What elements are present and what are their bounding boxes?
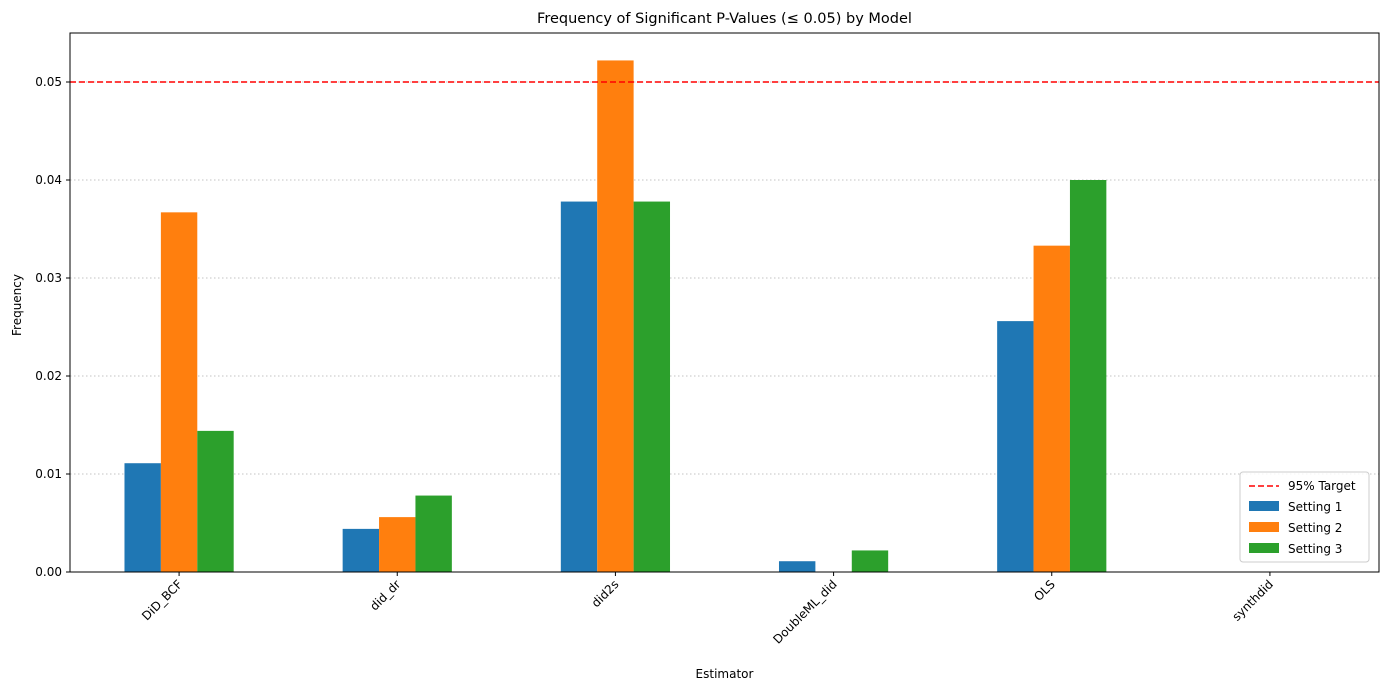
bar	[778, 561, 816, 572]
y-tick-label: 0.00	[35, 565, 62, 579]
legend-swatch	[1249, 543, 1279, 553]
plot-frame	[69, 32, 1380, 573]
legend-box	[1239, 471, 1370, 563]
legend-swatch	[1249, 501, 1279, 511]
x-tick-label: OLS	[1031, 577, 1058, 604]
bar	[124, 463, 161, 572]
bars	[124, 60, 1107, 572]
chart-title: Frequency of Significant P-Values (≤ 0.0…	[537, 11, 912, 27]
y-axis: 0.00 0.01 0.02 0.03 0.04 0.05	[35, 75, 70, 579]
y-tick-label: 0.04	[35, 173, 62, 187]
bar	[1033, 245, 1070, 572]
legend: 95% Target Setting 1 Setting 2 Setting 3	[1239, 471, 1370, 563]
bar	[597, 60, 634, 572]
bar	[415, 495, 452, 572]
y-tick-label: 0.03	[35, 271, 62, 285]
bar	[997, 321, 1034, 572]
x-tick-label: did_dr	[367, 577, 403, 613]
x-tick-label: synthdid	[1229, 577, 1276, 624]
bar	[197, 430, 234, 572]
gridlines	[70, 81, 1379, 475]
legend-label: Setting 2	[1288, 521, 1342, 535]
y-tick-label: 0.02	[35, 369, 62, 383]
bar	[1069, 180, 1107, 572]
y-tick-label: 0.05	[35, 75, 62, 89]
y-axis-label: Frequency	[10, 274, 24, 336]
legend-label: Setting 3	[1288, 542, 1342, 556]
x-axis-label: Estimator	[696, 667, 754, 681]
bar	[851, 550, 889, 572]
x-tick-label: did2s	[589, 577, 622, 610]
x-axis: DiD_BCF did_dr did2s DoubleML_did OLS synthdi…	[139, 572, 1276, 647]
bar	[379, 517, 416, 572]
x-tick-label: DiD_BCF	[139, 577, 185, 623]
bar	[342, 528, 380, 572]
bar	[560, 201, 598, 572]
y-tick-label: 0.01	[35, 467, 62, 481]
bar	[633, 201, 671, 572]
legend-label: Setting 1	[1288, 500, 1342, 514]
legend-swatch	[1249, 522, 1279, 532]
bar	[160, 212, 198, 572]
legend-label: 95% Target	[1288, 479, 1356, 493]
x-tick-label: DoubleML_did	[770, 577, 839, 646]
